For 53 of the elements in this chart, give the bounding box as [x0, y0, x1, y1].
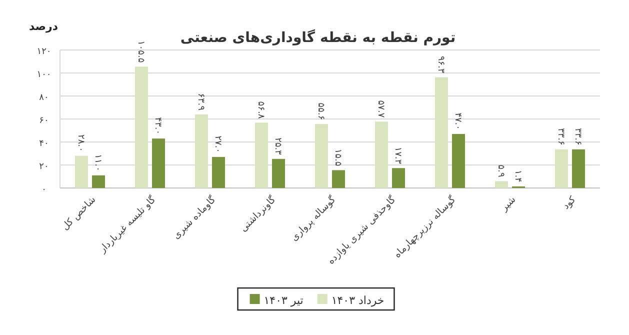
- x-tick-label: گاونرداشتی: [237, 193, 278, 234]
- data-label: ۴۷.۰: [452, 112, 462, 130]
- y-axis-title: درصد: [29, 20, 58, 33]
- data-label: ۱.۴: [512, 170, 522, 183]
- bar: [332, 170, 345, 188]
- legend-label: تیر ۱۴۰۳: [264, 294, 304, 307]
- bar: [75, 156, 88, 188]
- data-label: ۳۳.۶: [556, 128, 566, 146]
- y-tick-label: ۴۰: [39, 139, 49, 149]
- bar: [272, 158, 285, 188]
- data-label: ۲۸.۰: [76, 134, 86, 152]
- bar: [195, 114, 208, 188]
- bar: [572, 149, 585, 188]
- legend-label: خرداد ۱۴۰۳: [331, 294, 384, 307]
- x-tick-label: کود: [560, 194, 578, 212]
- bar: [212, 156, 225, 188]
- bar: [555, 149, 568, 188]
- chart-title: تورم نقطه به نقطه گاوداری‌های صنعتی: [180, 29, 456, 46]
- data-label: ۳۳.۶: [572, 128, 582, 146]
- bar: [392, 168, 405, 188]
- data-label: ۱۵.۵: [332, 148, 342, 166]
- data-label: ۱۷.۳: [392, 146, 402, 164]
- data-label: ۹۶.۳: [436, 56, 446, 74]
- x-tick-label: گاوماده شیری: [170, 193, 218, 242]
- x-tick-label: شیر: [498, 194, 518, 214]
- data-label: ۵۶.۸: [256, 101, 266, 119]
- y-tick-label: ۶۰: [39, 116, 49, 126]
- bar: [152, 138, 165, 188]
- data-label: ۵۷.۷: [376, 100, 386, 118]
- y-tick-label: ۲۰: [39, 162, 49, 172]
- data-label: ۲۵.۳: [272, 138, 282, 156]
- bar: [135, 66, 148, 188]
- bar: [255, 122, 268, 188]
- y-tick-label: ۸۰: [39, 93, 49, 103]
- bar: [375, 122, 388, 188]
- data-label: ۵۵.۶: [316, 102, 326, 120]
- y-tick-label: ۰: [42, 185, 46, 195]
- y-tick-label: ۱۰۰: [36, 70, 52, 80]
- x-tick-label: شاخص کل: [60, 194, 98, 233]
- bar: [435, 77, 448, 188]
- y-tick-label: ۱۲۰: [36, 47, 52, 57]
- data-label: ۶۳.۹: [196, 93, 206, 111]
- x-tick-label: گاو تلیسه غیرباردار: [96, 193, 158, 256]
- data-label: ۱۱.۰: [92, 154, 102, 172]
- bar: [315, 124, 328, 188]
- data-label: ۲۷.۰: [212, 136, 222, 153]
- data-label: ۵.۹: [496, 164, 506, 178]
- data-label: ۴۳.۰: [152, 117, 162, 135]
- bar: [452, 134, 465, 188]
- data-label: ۱۰۵.۵: [136, 40, 146, 63]
- bar: [495, 181, 508, 188]
- x-tick-label: گوساله پرواری: [288, 193, 338, 244]
- bar: [92, 175, 105, 188]
